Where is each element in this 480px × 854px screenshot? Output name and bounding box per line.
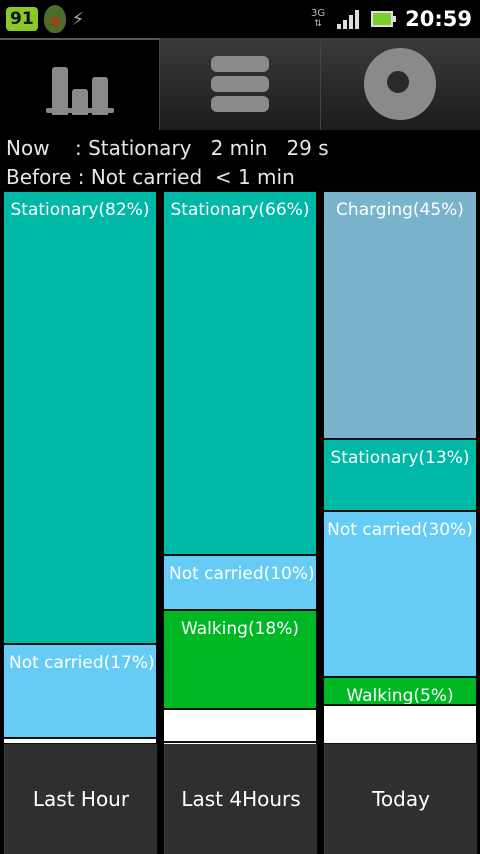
avocado-app-icon (43, 5, 66, 33)
notification-icons: 91 ⚡ (6, 4, 84, 34)
chart-segment: Not carried(10%) (164, 556, 316, 611)
chart-segment: Not carried(30%) (324, 512, 476, 678)
chart-segment: Not carried(17%) (4, 645, 156, 739)
clock: 20:59 (405, 7, 472, 31)
battery-icon (371, 11, 397, 27)
bar-chart-icon (51, 55, 108, 115)
period-selector: Last Hour Last 4Hours Today (0, 744, 480, 854)
system-indicators: 3G ⇅ 20:59 (311, 4, 472, 34)
segment-label: Not carried(10%) (169, 564, 315, 584)
segment-label: Walking(5%) (346, 686, 454, 706)
period-button[interactable]: Last Hour (4, 744, 157, 854)
status-bar: 91 ⚡ 3G ⇅ 20:59 (0, 0, 480, 38)
chart-column: Stationary(82%) Not carried(17%) (4, 192, 156, 745)
segment-label: Stationary(66%) (170, 200, 310, 220)
network-type-label: 3G (311, 8, 326, 19)
chart-segment: Stationary(13%) (324, 440, 476, 512)
network-type-icon: 3G ⇅ (311, 8, 326, 30)
status-now: Now : Stationary 2 min 29 s (6, 136, 329, 160)
chart-segment: Walking(5%) (324, 678, 476, 706)
chart-segment: Stationary(82%) (4, 192, 156, 645)
activity-status: Now : Stationary 2 min 29 s Before : Not… (6, 134, 329, 192)
chart-segment (324, 706, 476, 745)
list-icon (210, 56, 269, 112)
segment-label: Not carried(30%) (327, 520, 473, 540)
tab-bar (0, 38, 480, 130)
signal-strength-icon (337, 9, 360, 29)
usb-debug-icon: ⚡ (71, 8, 85, 30)
segment-label: Not carried(17%) (9, 653, 155, 673)
tab-chart[interactable] (0, 38, 161, 130)
chart-segment: Stationary(66%) (164, 192, 316, 556)
chart-column: Charging(45%) Stationary(13%) Not carried(… (324, 192, 476, 745)
chart-segment: Charging(45%) (324, 192, 476, 440)
status-before: Before : Not carried < 1 min (6, 165, 295, 189)
segment-label: Stationary(13%) (330, 448, 470, 468)
segment-label: Walking(18%) (180, 619, 300, 639)
tab-list[interactable] (160, 38, 321, 130)
segment-label: Charging(45%) (336, 200, 464, 220)
period-button[interactable]: Today (324, 744, 477, 854)
period-button[interactable]: Last 4Hours (164, 744, 317, 854)
chart-column: Stationary(66%) Not carried(10%) Walking(1… (164, 192, 316, 744)
activity-chart: Stationary(82%) Not carried(17%) Stationar… (0, 192, 480, 745)
chart-segment: Walking(18%) (164, 611, 316, 710)
tab-settings[interactable] (320, 38, 480, 130)
chart-segment (164, 710, 316, 743)
battery-level-badge: 91 (6, 7, 38, 31)
segment-label: Stationary(82%) (10, 200, 150, 220)
gauge-icon (364, 48, 437, 120)
